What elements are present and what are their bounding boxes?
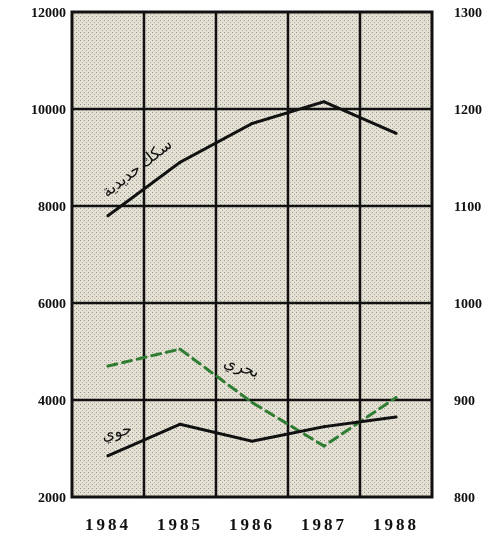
y-right-tick-label: 900 [454,394,475,409]
y-right-tick-label: 1300 [454,6,482,21]
y-left-tick-label: 2000 [38,491,66,506]
x-tick-label: 1987 [301,515,347,534]
x-tick-label: 1985 [157,515,203,534]
series-point [394,415,398,419]
series-point [178,160,182,164]
series-point [250,439,254,443]
series-point [178,422,182,426]
series-point [106,364,110,368]
grid [72,12,432,497]
x-tick-label: 1984 [85,515,131,534]
y-left-tick-label: 12000 [31,6,66,21]
y-left-tick-label: 8000 [38,200,66,215]
y-right-tick-label: 800 [454,491,475,506]
x-tick-label: 1988 [373,515,419,534]
series-point [106,454,110,458]
x-tick-label: 1986 [229,515,275,534]
series-point [250,122,254,126]
y-right-tick-label: 1000 [454,297,482,312]
series-point [394,131,398,135]
y-left-tick-label: 4000 [38,394,66,409]
series-point [322,444,326,448]
plot-area [70,10,434,499]
series-point [394,396,398,400]
y-left-tick-label: 10000 [31,103,66,118]
series-point [250,400,254,404]
axis-layer: 2000 4000 6000 8000 10000 12000 800 900 1000 1100… [31,6,482,534]
series-point [322,100,326,104]
series-point [322,425,326,429]
y-right-tick-label: 1100 [454,200,481,215]
y-left-tick-label: 6000 [38,297,66,312]
series-point [178,347,182,351]
series-layer [106,100,398,458]
series-point [106,214,110,218]
y-right-tick-label: 1200 [454,103,482,118]
series-label: جوي [100,421,134,445]
